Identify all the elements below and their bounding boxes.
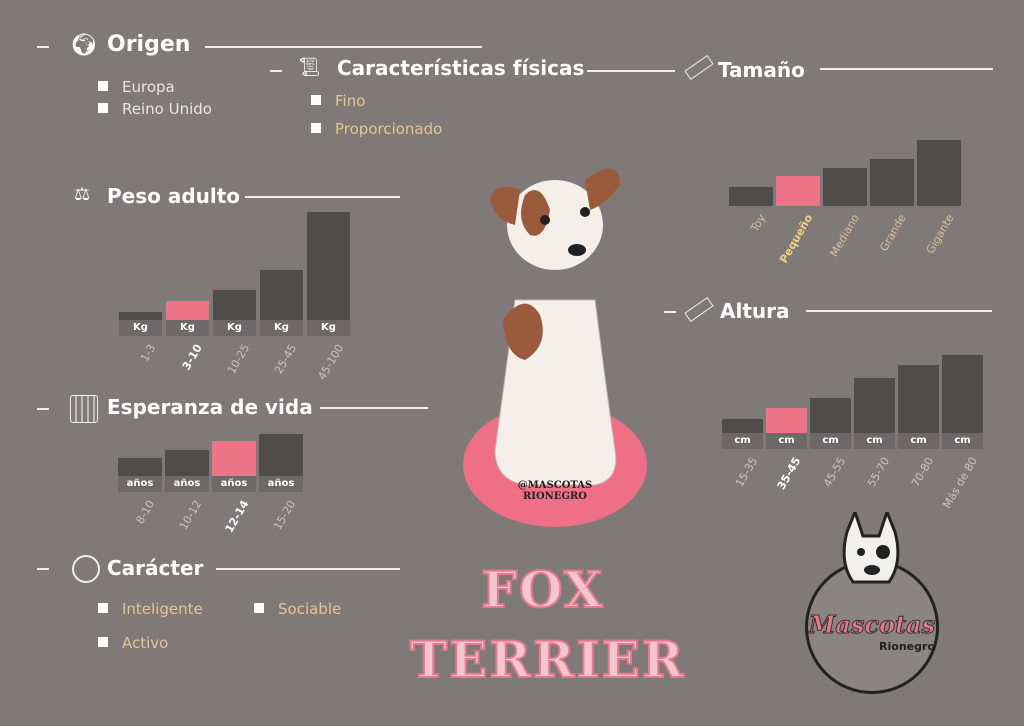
- tamano-category-label: Mediano: [827, 212, 863, 259]
- breed-title-line1: FOX: [481, 559, 605, 620]
- altura-heading: Altura: [720, 299, 790, 323]
- esperanza-category-label: 15-20: [271, 498, 299, 533]
- globe-icon: 🌍︎: [70, 33, 98, 58]
- divider: [320, 407, 428, 409]
- origen-item: Europa: [98, 78, 175, 96]
- ruler-icon: [684, 296, 714, 323]
- peso-bar: [119, 312, 162, 320]
- altura-category-label: 70-80: [908, 455, 936, 490]
- peso-bar: [166, 301, 209, 320]
- altura-unit-label: cm: [942, 433, 983, 449]
- caracteristicas-item: Fino: [311, 92, 365, 110]
- breed-title-line2: TERRIER: [409, 629, 686, 690]
- caracter-item: Sociable: [254, 600, 341, 618]
- altura-bar: [722, 419, 763, 433]
- scale-icon: ⚖︎: [74, 184, 91, 205]
- altura-bar: [766, 408, 807, 433]
- esperanza-category-label: 10-12: [177, 498, 205, 533]
- peso-unit-label: Kg: [213, 320, 256, 336]
- altura-category-label: Más de 80: [940, 455, 980, 511]
- esperanza-bar: [259, 434, 303, 476]
- esperanza-unit-label: años: [212, 476, 256, 492]
- peso-bar: [213, 290, 256, 320]
- tamano-category-label: Toy: [747, 212, 769, 235]
- altura-category-label: 55-70: [864, 455, 892, 490]
- dash: [270, 70, 282, 72]
- tamano-bar: [823, 168, 867, 206]
- peso-bar: [307, 212, 350, 320]
- esperanza-bar: [212, 441, 256, 476]
- peso-category-label: 1-3: [137, 342, 158, 365]
- peso-category-label: 25-45: [271, 342, 299, 377]
- document-icon: 📜︎: [298, 57, 321, 78]
- peso-category-label: 45-100: [315, 342, 346, 383]
- brand-logo: Mascotas Rionegro: [805, 512, 939, 694]
- altura-unit-label: cm: [810, 433, 851, 449]
- ruler-icon: [684, 54, 714, 81]
- divider: [205, 46, 482, 48]
- esperanza-unit-label: años: [165, 476, 209, 492]
- caracteristicas-heading: Características físicas: [337, 56, 585, 80]
- caracteristicas-item: Proporcionado: [311, 120, 442, 138]
- altura-bar: [810, 398, 851, 433]
- esperanza-category-label: 8-10: [133, 498, 158, 527]
- origen-item: Reino Unido: [98, 100, 212, 118]
- divider: [216, 568, 400, 570]
- dash: [37, 408, 49, 410]
- tamano-category-label: Pequeño: [776, 212, 816, 266]
- esperanza-bar: [118, 458, 162, 476]
- divider: [806, 310, 992, 312]
- tamano-category-label: Grande: [877, 212, 910, 254]
- altura-unit-label: cm: [766, 433, 807, 449]
- esperanza-category-label: 12-14: [222, 498, 252, 535]
- tamano-heading: Tamaño: [718, 58, 805, 82]
- altura-category-label: 45-55: [820, 455, 848, 490]
- caracter-item: Inteligente: [98, 600, 203, 618]
- divider: [245, 196, 400, 198]
- flower-icon: [72, 555, 100, 583]
- peso-heading: Peso adulto: [107, 184, 241, 208]
- dash: [37, 46, 49, 48]
- caracter-heading: Carácter: [107, 556, 204, 580]
- caracter-item: Activo: [98, 634, 168, 652]
- esperanza-bar: [165, 450, 209, 476]
- dog-illustration: [463, 168, 647, 527]
- tamano-bar: [729, 187, 773, 206]
- tamano-bar: [870, 159, 914, 206]
- origen-heading: Origen: [107, 32, 191, 57]
- watermark: @MASCOTAS RIONEGRO: [517, 480, 593, 502]
- dash: [37, 568, 49, 570]
- altura-bar: [854, 378, 895, 433]
- peso-unit-label: Kg: [166, 320, 209, 336]
- peso-unit-label: Kg: [260, 320, 303, 336]
- tamano-bar: [917, 140, 961, 206]
- divider: [587, 70, 675, 72]
- altura-bar: [942, 355, 983, 433]
- peso-bar: [260, 270, 303, 320]
- altura-unit-label: cm: [854, 433, 895, 449]
- tamano-category-label: Gigante: [923, 212, 957, 257]
- altura-category-label: 15-35: [732, 455, 760, 490]
- altura-bar: [898, 365, 939, 433]
- calendar-icon: [70, 395, 98, 423]
- peso-category-label: 10-25: [224, 342, 252, 377]
- altura-unit-label: cm: [722, 433, 763, 449]
- esperanza-unit-label: años: [118, 476, 162, 492]
- peso-unit-label: Kg: [119, 320, 162, 336]
- altura-category-label: 35-45: [774, 455, 804, 492]
- esperanza-heading: Esperanza de vida: [107, 395, 313, 419]
- altura-unit-label: cm: [898, 433, 939, 449]
- divider: [820, 68, 993, 70]
- dash: [664, 311, 676, 313]
- esperanza-unit-label: años: [259, 476, 303, 492]
- peso-unit-label: Kg: [307, 320, 350, 336]
- tamano-bar: [776, 176, 820, 206]
- peso-category-label: 3-10: [179, 342, 205, 373]
